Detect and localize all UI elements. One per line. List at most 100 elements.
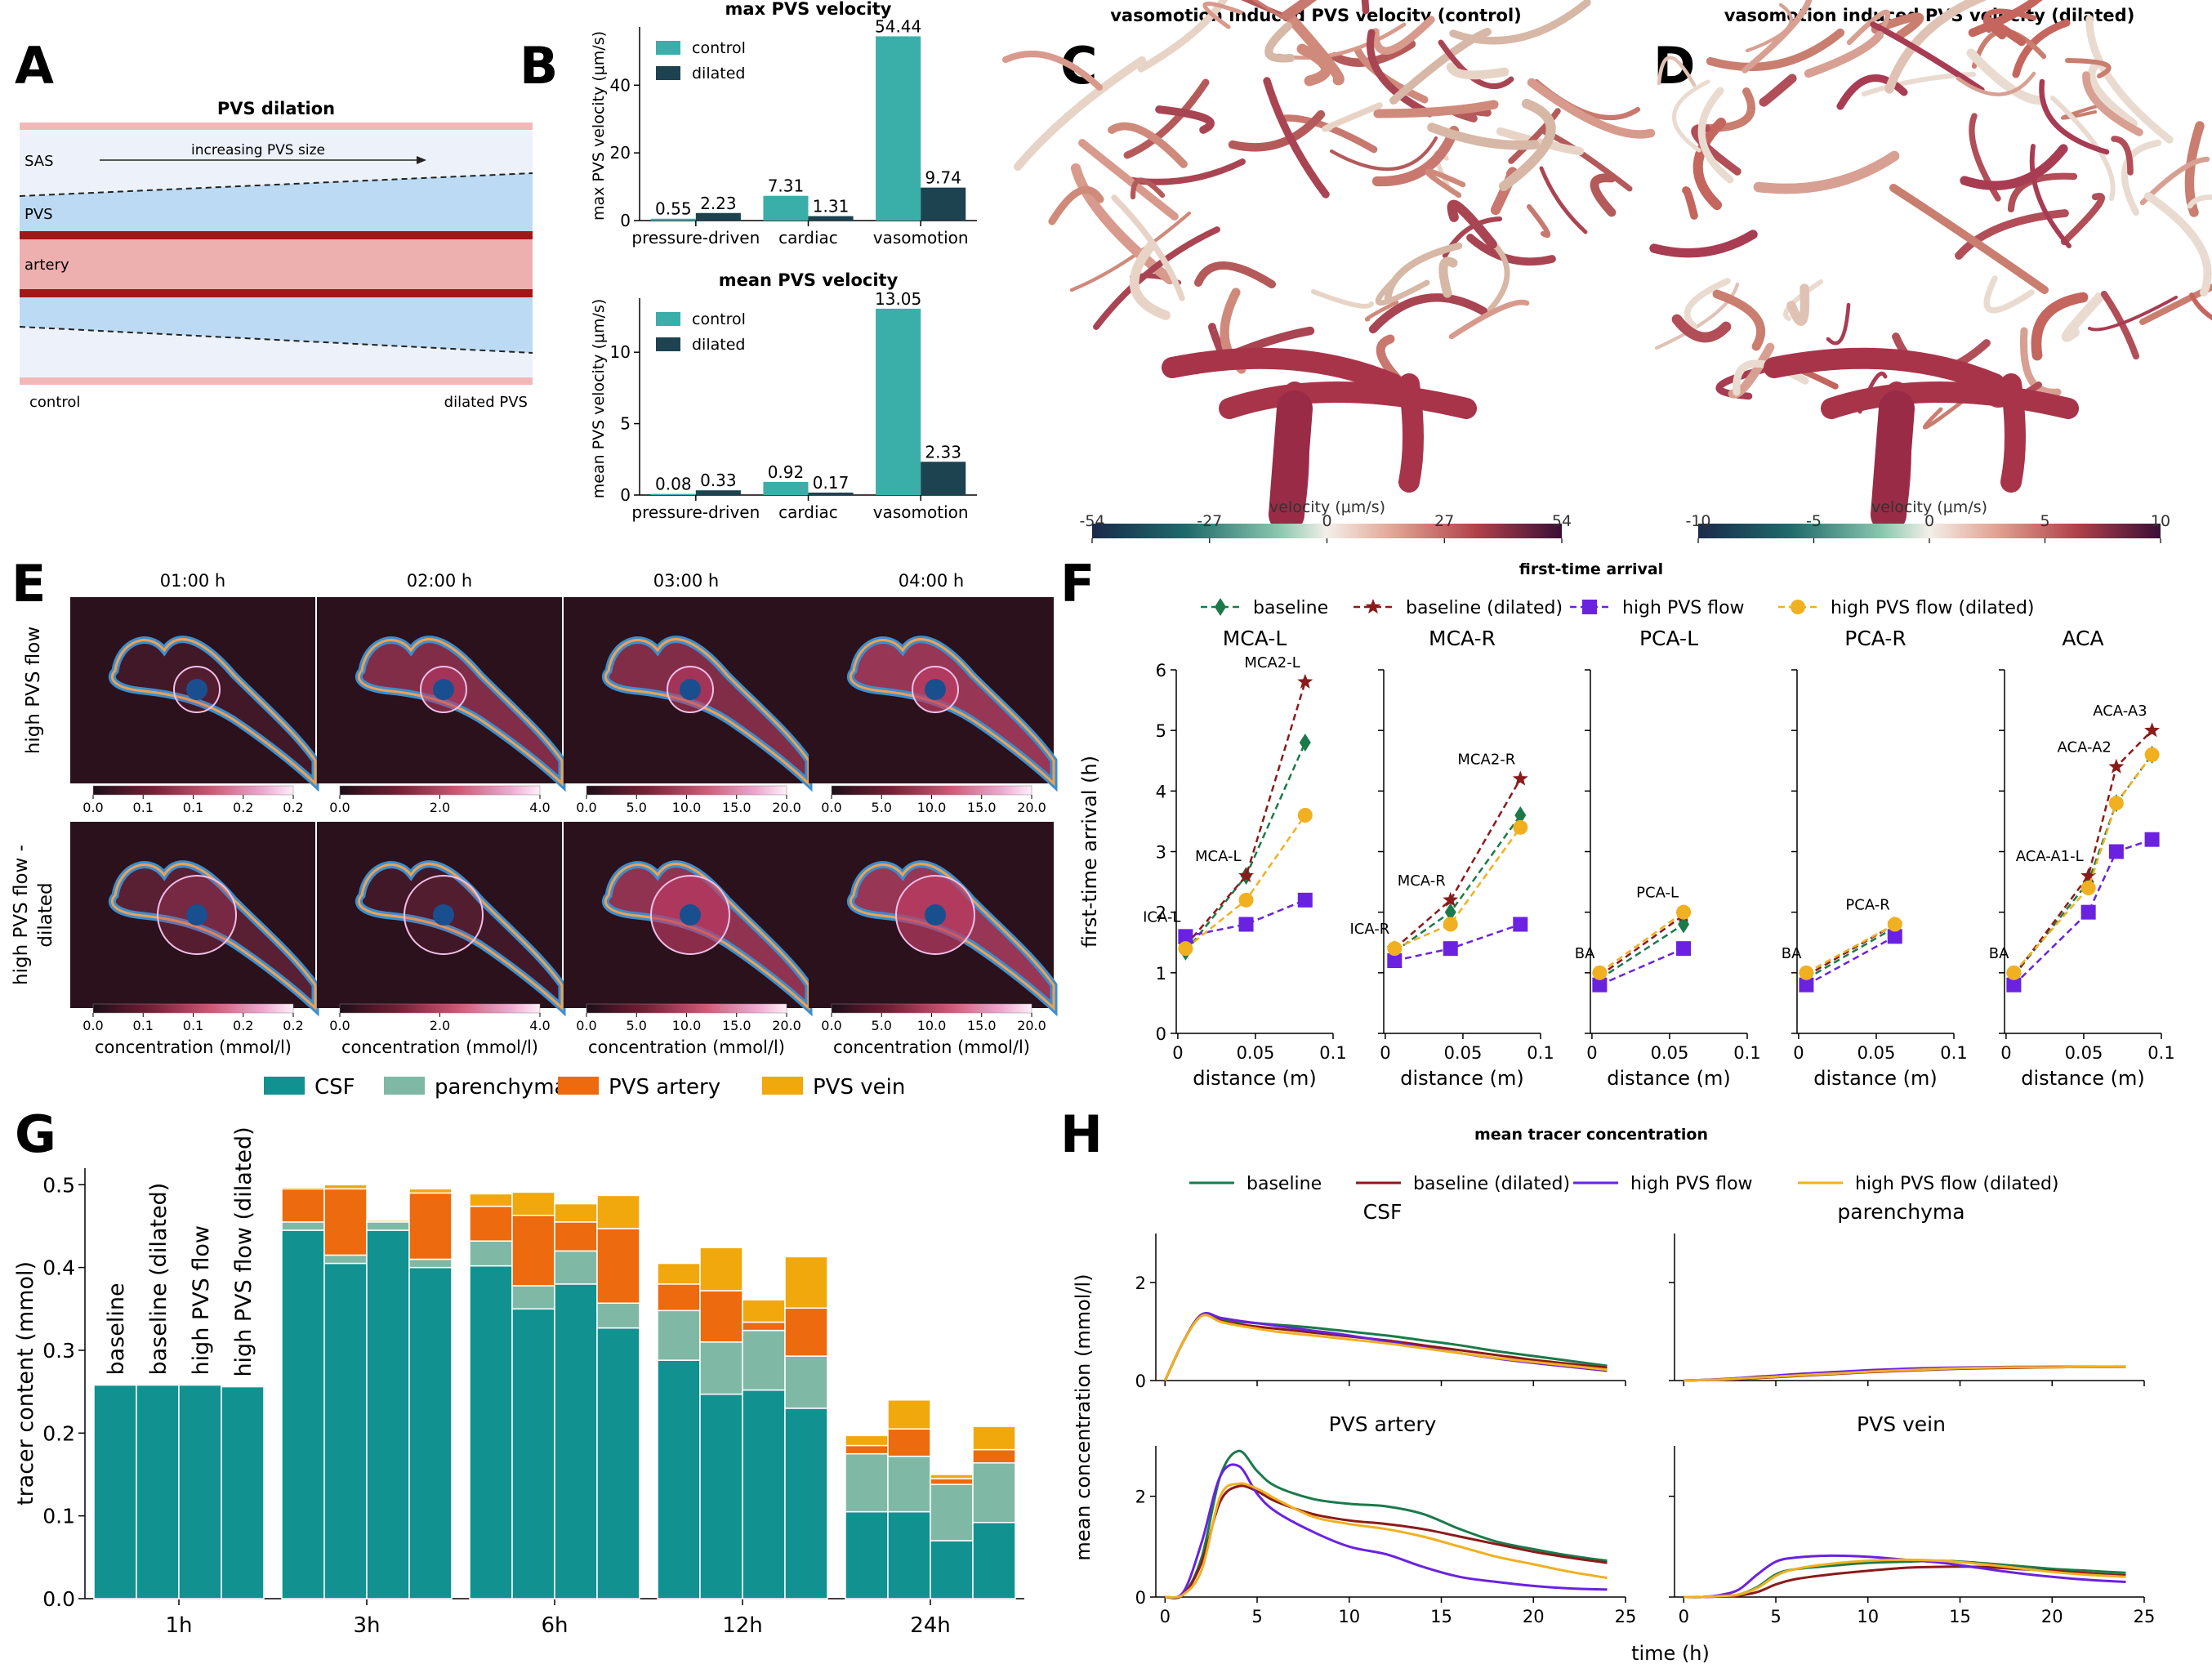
data-point (1443, 917, 1458, 932)
panel-letter-a: A (15, 36, 54, 96)
x-tick-label: 0 (1380, 1043, 1390, 1063)
time-label: 04:00 h (899, 571, 965, 591)
y-axis-label: first-time arrival (h) (1078, 756, 1101, 948)
data-point (2108, 758, 2125, 774)
vessel-segment (1682, 186, 1698, 220)
stacked-bar-csf (784, 1408, 828, 1599)
x-tick-label: 12h (722, 1613, 763, 1638)
vessel-segment (1956, 71, 2036, 96)
colorbar-tick-label: 5.0 (627, 800, 647, 815)
y-tick-label: 2 (1135, 1274, 1146, 1293)
y-tick-label: 40 (610, 75, 631, 95)
bar-value-label: 0.33 (700, 471, 737, 490)
point-annotation: ACA-A1-L (2016, 848, 2084, 865)
vessel-segment (1753, 150, 1900, 194)
bar-value-label: 0.55 (655, 199, 692, 219)
colorbar-label: concentration (mmol/l) (341, 1037, 538, 1057)
vessel-core (433, 679, 454, 700)
panel-e-concentration-maps: 01:00 h 02:00 h 03:00 h 04:00 h high PVS flo… (11, 571, 1058, 1057)
vessel-segment (1671, 314, 1732, 343)
colorbar-tick-label: 2.0 (430, 1018, 450, 1033)
major-vessel (1821, 381, 2079, 419)
legend-label: high PVS flow (dilated) (1831, 598, 2035, 618)
y-tick-label: 2 (1156, 903, 1166, 923)
colorbar-tick-label: 10.0 (672, 800, 702, 815)
vessel-segment (1889, 184, 2049, 294)
vessel-segment (1425, 168, 1466, 199)
legend-swatch (656, 312, 680, 326)
vessel-segment (1966, 48, 2046, 105)
colorbar-tick-label: 0.0 (821, 800, 841, 815)
series-line (1184, 681, 1306, 947)
csf-boundary-outline (110, 638, 317, 787)
vessel-segment (1361, 0, 1370, 15)
vessel-segment (1590, 173, 1617, 217)
data-point (2006, 965, 2022, 980)
colorbar-tick-label: 0.0 (576, 800, 596, 815)
stacked-bar-parenchyma (930, 1483, 974, 1541)
vessel-segment (1130, 177, 1166, 200)
csf-boundary-outline (357, 638, 564, 787)
y-tick-label: 0.1 (42, 1505, 75, 1528)
stacked-bar-csf (699, 1393, 743, 1599)
panel-d-vessel-render: D vasomotion induced PVS velocity (dilat… (1649, 0, 2212, 543)
stacked-bar-pvs-artery (887, 1428, 931, 1457)
stacked-bar-pvs-vein (408, 1188, 453, 1194)
vessel-segment (1193, 261, 1277, 289)
series-line (1599, 948, 1684, 986)
vessel-segment (2139, 283, 2212, 325)
label-pvs: PVS (25, 206, 53, 223)
x-tick-label: 6h (541, 1613, 568, 1638)
colorbar-tick-label: 15.0 (967, 800, 997, 815)
subplot-title: PVS artery (1329, 1412, 1437, 1436)
vessel-network-dilated (1649, 0, 2212, 533)
vessel-segment (1108, 122, 1188, 168)
vessel-segment (1251, 0, 1284, 20)
vessel-segment (1983, 275, 2035, 314)
legend-label: control (692, 39, 746, 57)
bar-value-label: 54.44 (875, 16, 921, 36)
series-line (1805, 923, 1896, 974)
legend-label: PVS vein (813, 1075, 905, 1100)
colorbar-tick-label: 15.0 (722, 1018, 751, 1033)
subplot-title: PCA-R (1844, 627, 1906, 650)
point-annotation: BA (1782, 945, 1802, 962)
colorbar-tick-label: -10 (1685, 512, 1710, 530)
colorbar-label: concentration (mmol/l) (588, 1037, 785, 1057)
x-axis-label: distance (m) (1400, 1067, 1523, 1090)
panel-letter-h: H (1060, 1104, 1103, 1164)
legend-swatch (264, 1077, 305, 1095)
vessel-segment (1311, 289, 1374, 309)
major-vessel (1162, 347, 1403, 395)
y-axis-label: mean concentration (mmol/l) (1072, 1274, 1095, 1560)
csf-boundary-outline (849, 863, 1055, 1011)
stacked-bar-csf (366, 1229, 410, 1599)
vessel-core (680, 679, 701, 700)
panel-letter-b: B (520, 36, 558, 96)
stacked-bar-pvs-vein (930, 1474, 974, 1479)
data-point (2006, 977, 2022, 993)
colorbar-tick-label: 20.0 (772, 800, 801, 815)
data-point (1299, 734, 1311, 752)
stacked-bar-pvs-vein (657, 1262, 701, 1285)
legend-label: CSF (314, 1075, 355, 1100)
data-point (2144, 832, 2160, 847)
vessel-segment (1263, 77, 1330, 199)
point-annotation: MCA2-R (1457, 752, 1515, 769)
y-tick-label: 0 (1156, 1024, 1166, 1044)
x-tick-label: 0.05 (1444, 1043, 1483, 1063)
bar-control (763, 481, 809, 495)
vessel-core (433, 904, 454, 926)
concentration-colorbar (586, 1003, 787, 1014)
series-curve (1684, 1554, 2126, 1599)
bar-value-label: 2.33 (925, 442, 961, 462)
legend-label: dilated (692, 65, 745, 83)
bar-rotated-label: high PVS flow (189, 1225, 214, 1376)
point-annotation: PCA-L (1636, 885, 1679, 902)
pvs-region-top (20, 173, 533, 234)
colorbar-tick-label: 10 (2151, 512, 2170, 530)
legend-label: baseline (1246, 1174, 1322, 1194)
series-curve (1163, 1314, 1608, 1381)
